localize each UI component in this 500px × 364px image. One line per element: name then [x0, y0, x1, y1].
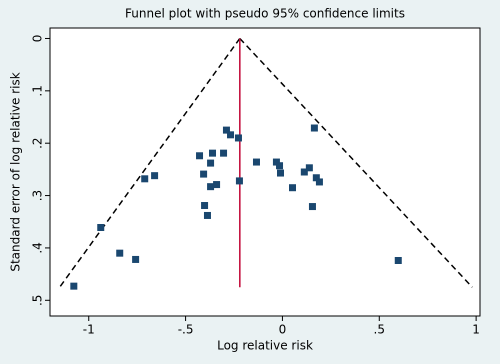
- marker: [394, 256, 402, 264]
- marker: [70, 282, 78, 290]
- marker: [315, 178, 323, 186]
- x-tick-label: .5: [374, 323, 385, 337]
- marker: [209, 149, 217, 157]
- marker: [151, 172, 159, 180]
- marker: [201, 202, 209, 210]
- x-tick-label: 0: [279, 323, 287, 337]
- marker: [308, 203, 316, 211]
- x-tick-label: 1: [472, 323, 480, 337]
- y-tick-label: 0: [31, 35, 45, 43]
- marker: [276, 169, 284, 177]
- marker: [200, 170, 208, 178]
- y-axis-label: Standard error of log relative risk: [9, 72, 23, 271]
- marker: [300, 168, 308, 176]
- plot-area: [49, 27, 481, 317]
- y-tick-label: .1: [31, 85, 45, 96]
- marker: [116, 249, 124, 257]
- y-tick-label: .2: [31, 137, 45, 148]
- marker: [305, 164, 313, 172]
- marker: [220, 149, 228, 157]
- marker: [234, 134, 242, 142]
- chart-title: Funnel plot with pseudo 95% confidence l…: [125, 7, 405, 21]
- marker: [276, 162, 284, 170]
- marker: [312, 174, 320, 182]
- y-tick-label: .5: [31, 295, 45, 306]
- marker: [235, 177, 243, 185]
- marker: [310, 124, 318, 132]
- marker: [213, 181, 221, 189]
- confidence-limit: [239, 37, 473, 288]
- marker: [207, 159, 215, 167]
- x-tick-label: -.5: [178, 323, 194, 337]
- marker: [97, 224, 105, 232]
- x-tick-label: -1: [83, 323, 95, 337]
- marker: [272, 158, 280, 166]
- marker: [203, 211, 211, 219]
- marker: [227, 131, 235, 139]
- marker: [222, 126, 230, 134]
- y-tick-label: .3: [31, 190, 45, 201]
- x-axis-label: Log relative risk: [217, 339, 313, 353]
- marker: [207, 183, 215, 191]
- confidence-limit: [59, 38, 241, 288]
- marker: [252, 158, 260, 166]
- marker: [289, 184, 297, 192]
- marker: [196, 152, 204, 160]
- y-tick-label: .4: [31, 242, 45, 253]
- marker: [141, 175, 149, 183]
- marker: [132, 255, 140, 263]
